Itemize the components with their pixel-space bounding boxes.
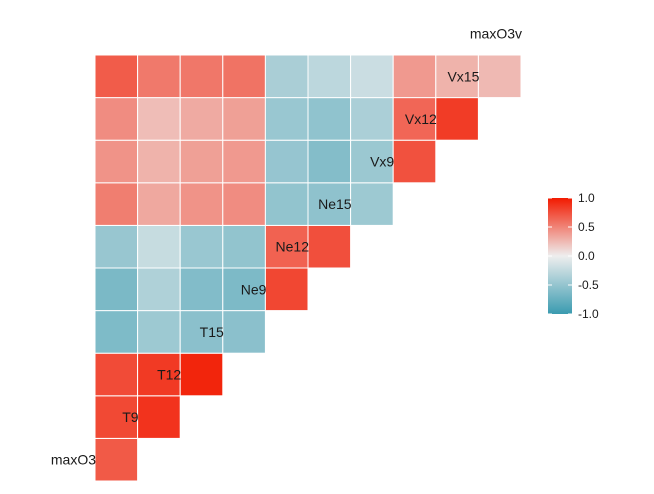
heatmap-cell-Vx12-Vx9: [392, 139, 437, 184]
heatmap-cell-Ne15-T9: [137, 224, 181, 269]
heatmap-cell-Ne12-T12: [179, 267, 224, 312]
heatmap-cell-maxO3v-Vx15: [477, 54, 522, 99]
heatmap-cell-Vx12-Ne15: [350, 139, 394, 184]
heatmap-cell-Ne9-T9: [137, 310, 181, 354]
heatmap-cell-Vx12-T9: [137, 139, 181, 184]
heatmap-cell-Vx15-T12: [179, 97, 224, 141]
heatmap-cell-Vx12-maxO3: [94, 139, 139, 184]
heatmap-cell-Vx9-T9: [137, 182, 181, 226]
heatmap-cell-maxO3v-Ne9: [264, 54, 309, 99]
heatmap-cell-maxO3v-Vx9: [392, 54, 437, 99]
heatmap-cell-Vx15-Ne12: [307, 97, 352, 141]
heatmap-cell-T9-maxO3: [94, 437, 139, 482]
heatmap-cell-Vx15-T15: [222, 97, 266, 141]
heatmap-cell-Vx9-T12: [179, 182, 224, 226]
heatmap-cell-Ne15-T12: [179, 224, 224, 269]
heatmap-cell-Vx12-T15: [222, 139, 266, 184]
heatmap-cell-Vx15-Vx9: [392, 97, 437, 141]
heatmap-cell-Ne15-T15: [222, 224, 266, 269]
heatmap-cells: [94, 54, 522, 482]
heatmap-cell-maxO3v-T12: [179, 54, 224, 99]
heatmap-cell-maxO3v-Vx12: [435, 54, 479, 99]
heatmap-cell-T12-maxO3: [94, 395, 139, 439]
heatmap-cell-maxO3v-T9: [137, 54, 181, 99]
variable-label-T15: T15: [200, 324, 224, 340]
heatmap-cell-Ne15-maxO3: [94, 224, 139, 269]
variable-label-Ne12: Ne12: [276, 239, 310, 255]
heatmap-cell-maxO3v-Ne15: [350, 54, 394, 99]
heatmap-cell-maxO3v-Ne12: [307, 54, 352, 99]
heatmap-cell-Vx15-T9: [137, 97, 181, 141]
heatmap-cell-Vx9-T15: [222, 182, 266, 226]
heatmap-cell-Vx12-T12: [179, 139, 224, 184]
heatmap-cell-Ne12-Ne9: [264, 267, 309, 312]
variable-label-maxO3v: maxO3v: [470, 26, 522, 42]
heatmap-cell-Vx9-Ne15: [350, 182, 394, 226]
heatmap-cell-Vx9-maxO3: [94, 182, 139, 226]
heatmap-cell-T12-T9: [137, 395, 181, 439]
heatmap-cell-Ne15-Ne9: [264, 224, 309, 269]
variable-label-maxO3: maxO3: [51, 452, 96, 468]
variable-labels: maxO3 T9 T12 T15 Ne9 Ne12 Ne15 Vx9 Vx12 Vx15 maxO3…: [51, 26, 522, 468]
heatmap-cell-Ne12-T9: [137, 267, 181, 312]
heatmap-cell-Vx15-maxO3: [94, 97, 139, 141]
heatmap-cell-maxO3v-maxO3: [94, 54, 139, 99]
heatmap-cell-Ne9-T15: [222, 310, 266, 354]
heatmap-cell-Vx15-Vx12: [435, 97, 479, 141]
variable-label-Vx12: Vx12: [405, 111, 437, 127]
heatmap-cell-T15-T9: [137, 352, 181, 397]
legend-ticks: 1.0 0.5 0.0 -0.5 -1.0: [548, 191, 599, 321]
legend-tick-label: 1.0: [578, 191, 595, 205]
heatmap-cell-Vx12-Ne12: [307, 139, 352, 184]
legend-tick-label: 0.5: [578, 220, 595, 234]
variable-label-T9: T9: [122, 409, 139, 425]
variable-label-Vx15: Vx15: [447, 68, 479, 84]
legend-tick-label: -1.0: [578, 307, 599, 321]
heatmap-cell-T15-maxO3: [94, 352, 139, 397]
heatmap-cell-Vx12-Ne9: [264, 139, 309, 184]
heatmap-cell-Ne9-maxO3: [94, 310, 139, 354]
heatmap-cell-Vx15-Ne9: [264, 97, 309, 141]
heatmap-cell-maxO3v-T15: [222, 54, 266, 99]
variable-label-T12: T12: [157, 367, 181, 383]
heatmap-cell-Vx9-Ne9: [264, 182, 309, 226]
heatmap-cell-Ne12-maxO3: [94, 267, 139, 312]
variable-label-Vx9: Vx9: [370, 154, 394, 170]
heatmap-cell-Vx9-Ne12: [307, 182, 352, 226]
legend-tick-label: 0.0: [578, 249, 595, 263]
heatmap-cell-T15-T12: [179, 352, 224, 397]
variable-label-Ne9: Ne9: [241, 281, 267, 297]
heatmap-cell-Vx15-Ne15: [350, 97, 394, 141]
color-legend: 1.0 0.5 0.0 -0.5 -1.0: [548, 191, 599, 321]
heatmap-cell-Ne15-Ne12: [307, 224, 352, 269]
variable-label-Ne15: Ne15: [318, 196, 352, 212]
legend-tick-label: -0.5: [578, 278, 599, 292]
